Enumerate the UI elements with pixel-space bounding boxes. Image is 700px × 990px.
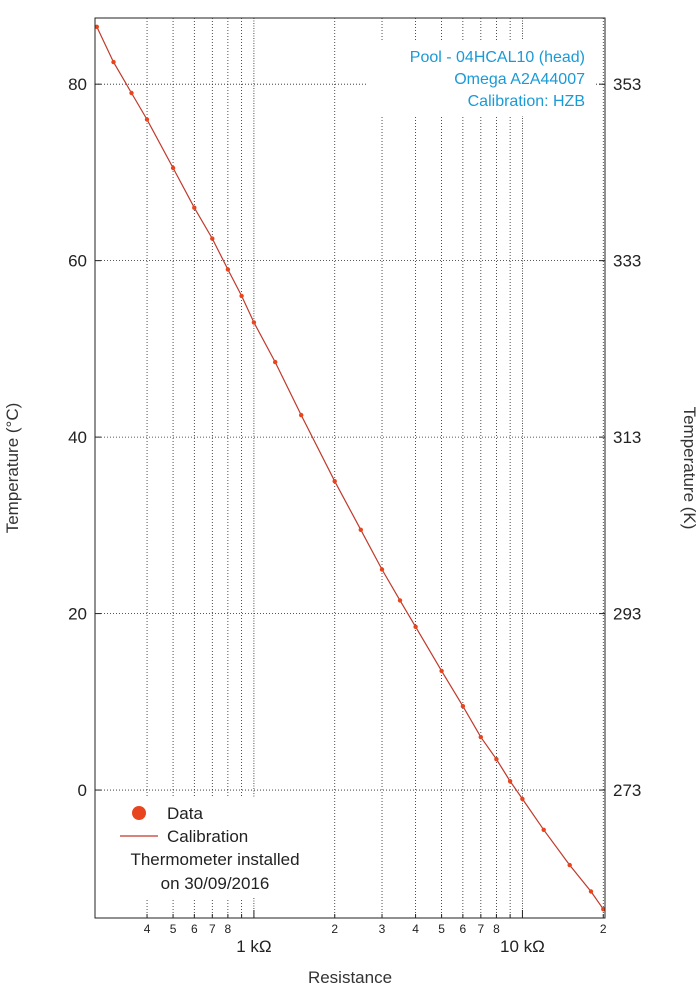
x-minor-tick-label: 5 [438,922,445,936]
x-minor-tick-label: 5 [170,922,177,936]
data-point [478,734,483,740]
x-minor-tick-label: 7 [477,922,484,936]
data-point [273,359,278,365]
x-minor-tick-label: 8 [225,922,232,936]
x-minor-tick-label: 2 [600,922,607,936]
y2-tick-label: 353 [613,75,641,94]
data-point [192,205,197,210]
data-point [332,479,337,484]
y-tick-label: 60 [68,252,87,271]
x-minor-tick-label: 6 [191,922,198,936]
x-minor-tick-label: 3 [379,922,386,936]
data-point [397,598,403,603]
annotation-line-2: Omega A2A44007 [454,71,585,88]
data-point [170,165,176,171]
legend-label-data: Data [167,804,203,823]
y2-tick-label: 313 [613,428,641,447]
data-point [494,757,499,762]
x-minor-tick-label: 2 [331,922,338,936]
x-minor-tick-label: 7 [209,922,216,936]
annotation-line-3: Calibration: HZB [468,93,585,110]
data-point [210,236,215,241]
data-point [541,827,546,832]
data-point [379,567,385,572]
data-point [225,267,231,272]
data-point [358,527,363,532]
y2-tick-label: 333 [613,252,641,271]
x-minor-tick-label: 6 [460,922,467,936]
legend-note-line-1: Thermometer installed [130,850,299,869]
data-point [588,889,594,894]
legend-label-calibration: Calibration [167,827,248,846]
data-point [111,59,116,65]
annotation-block: Pool - 04HCAL10 (head) Omega A2A44007 Ca… [368,40,596,116]
legend: Data Calibration Thermometer installed o… [105,798,323,898]
x-minor-tick-label: 4 [412,922,419,936]
x-minor-tick-label: 8 [493,922,500,936]
y-axis-title-left: Temperature (°C) [3,403,22,534]
data-point [439,668,444,674]
x-axis-title: Resistance [308,968,392,987]
annotation-line-1: Pool - 04HCAL10 (head) [410,49,585,66]
x-major-tick-label: 1 kΩ [236,937,271,956]
grid-lines [95,18,605,918]
legend-note-line-2: on 30/09/2016 [161,874,270,893]
y-tick-label: 40 [68,428,87,447]
y2-tick-label: 293 [613,605,641,624]
data-point [413,624,418,629]
y-tick-label: 0 [78,781,87,800]
data-point [239,293,244,299]
data-point [507,779,513,784]
legend-marker-data [132,806,146,820]
x-major-tick-label: 10 kΩ [500,937,545,956]
data-point [601,907,606,912]
data-point [129,90,134,96]
y-tick-label: 80 [68,75,87,94]
y2-tick-label: 273 [613,781,641,800]
y-axis-title-right: Temperature (K) [680,407,699,530]
plot-frame [94,17,606,919]
data-point [520,796,525,802]
series-layer [94,24,606,912]
y-tick-label: 20 [68,605,87,624]
data-point [299,412,304,418]
x-minor-tick-label: 4 [144,922,151,936]
data-point [567,862,572,868]
data-point [251,320,257,325]
data-point [144,117,150,122]
data-point [460,704,466,709]
data-point [94,24,100,29]
